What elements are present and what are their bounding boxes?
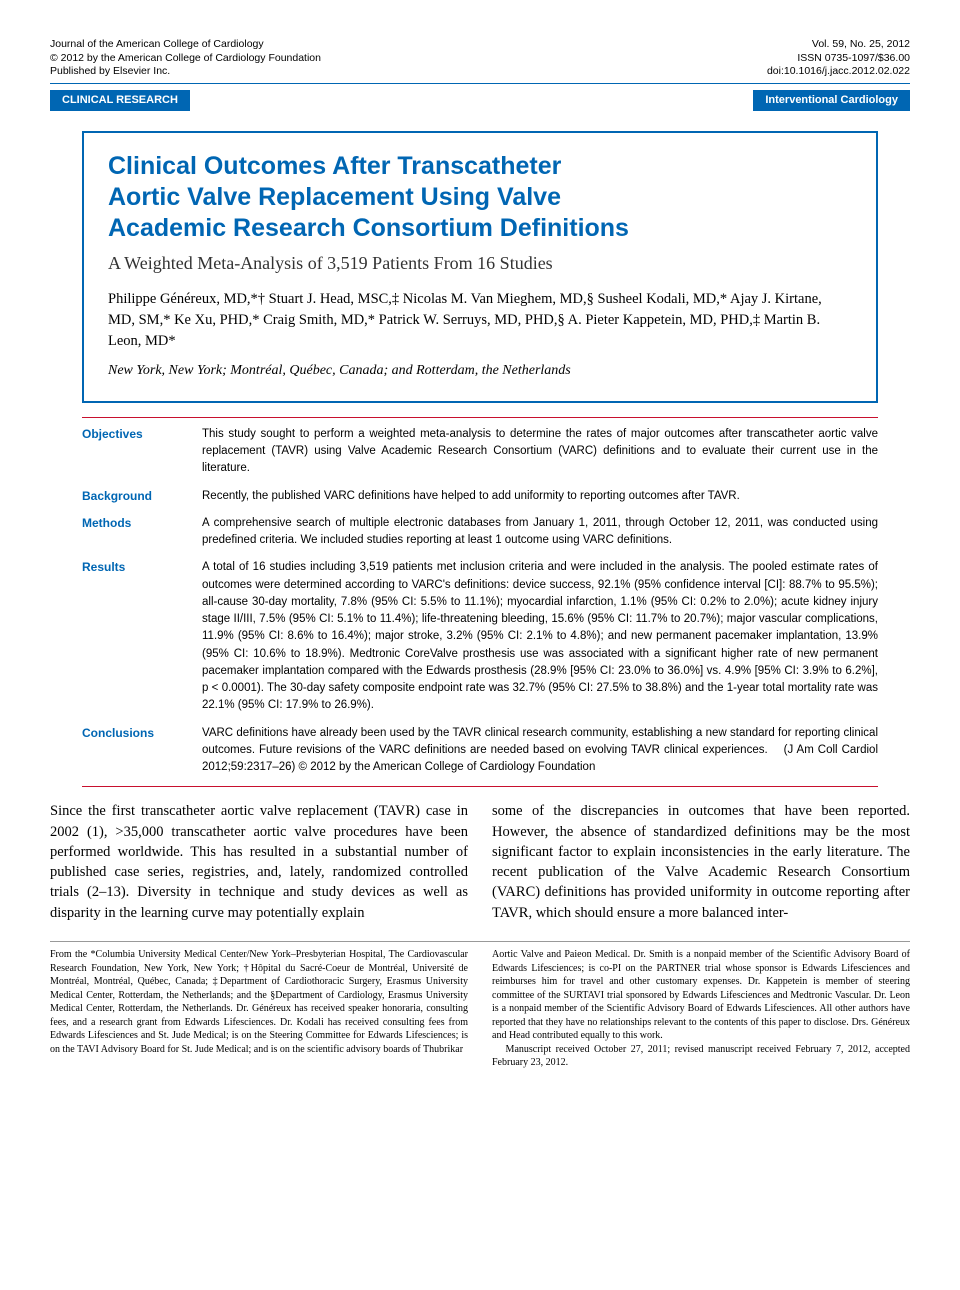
journal-header-right: Vol. 59, No. 25, 2012 ISSN 0735-1097/$36…	[767, 38, 910, 79]
badge-left: CLINICAL RESEARCH	[50, 90, 190, 111]
abstract-rule-top	[82, 417, 878, 418]
abstract-background: Background Recently, the published VARC …	[82, 488, 878, 505]
badge-right: Interventional Cardiology	[753, 90, 910, 111]
footnote-col-2: Aortic Valve and Paieon Medical. Dr. Smi…	[492, 948, 910, 1070]
body-col-1: Since the first transcatheter aortic val…	[50, 801, 468, 923]
footnotes: From the *Columbia University Medical Ce…	[50, 941, 910, 1070]
header-rule	[50, 83, 910, 84]
body-col-2: some of the discrepancies in outcomes th…	[492, 801, 910, 923]
title-line-2: Aortic Valve Replacement Using Valve	[108, 182, 852, 213]
abstract-block: Objectives This study sought to perform …	[82, 417, 878, 788]
abstract-methods: Methods A comprehensive search of multip…	[82, 515, 878, 550]
journal-copyright: © 2012 by the American College of Cardio…	[50, 52, 321, 66]
abstract-rule-bottom	[82, 786, 878, 787]
title-box: Clinical Outcomes After Transcatheter Ao…	[82, 131, 878, 403]
background-label: Background	[82, 488, 202, 505]
abstract-conclusions: Conclusions VARC definitions have alread…	[82, 725, 878, 777]
background-text: Recently, the published VARC definitions…	[202, 488, 878, 505]
objectives-text: This study sought to perform a weighted …	[202, 426, 878, 478]
title-line-1: Clinical Outcomes After Transcatheter	[108, 151, 852, 182]
objectives-label: Objectives	[82, 426, 202, 478]
abstract-results: Results A total of 16 studies including …	[82, 559, 878, 714]
affiliation: New York, New York; Montréal, Québec, Ca…	[108, 362, 852, 381]
authors-list: Philippe Généreux, MD,*† Stuart J. Head,…	[108, 289, 852, 352]
journal-publisher: Published by Elsevier Inc.	[50, 65, 321, 79]
results-text: A total of 16 studies including 3,519 pa…	[202, 559, 878, 714]
journal-header-left: Journal of the American College of Cardi…	[50, 38, 321, 79]
footnote-col-1: From the *Columbia University Medical Ce…	[50, 948, 468, 1070]
conclusions-body: VARC definitions have already been used …	[202, 727, 878, 756]
journal-volume: Vol. 59, No. 25, 2012	[767, 38, 910, 52]
title-line-3: Academic Research Consortium Definitions	[108, 213, 852, 244]
journal-name: Journal of the American College of Cardi…	[50, 38, 321, 52]
journal-header: Journal of the American College of Cardi…	[50, 38, 910, 79]
results-label: Results	[82, 559, 202, 714]
body-text: Since the first transcatheter aortic val…	[50, 801, 910, 923]
article-title: Clinical Outcomes After Transcatheter Ao…	[108, 151, 852, 245]
article-subtitle: A Weighted Meta-Analysis of 3,519 Patien…	[108, 251, 852, 275]
journal-issn: ISSN 0735-1097/$36.00	[767, 52, 910, 66]
conclusions-label: Conclusions	[82, 725, 202, 777]
methods-label: Methods	[82, 515, 202, 550]
abstract-objectives: Objectives This study sought to perform …	[82, 426, 878, 478]
methods-text: A comprehensive search of multiple elect…	[202, 515, 878, 550]
badge-row: CLINICAL RESEARCH Interventional Cardiol…	[50, 90, 910, 111]
conclusions-text: VARC definitions have already been used …	[202, 725, 878, 777]
journal-doi: doi:10.1016/j.jacc.2012.02.022	[767, 65, 910, 79]
